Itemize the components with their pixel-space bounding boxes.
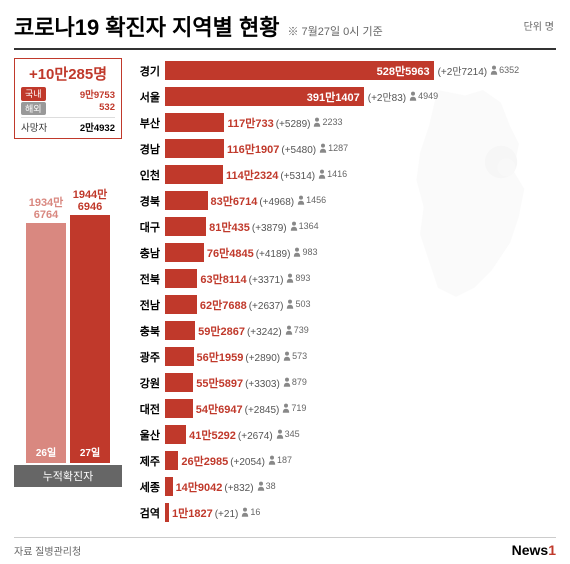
region-name: 강원 <box>130 375 160 391</box>
region-name: 대전 <box>130 401 160 417</box>
source-label: 자료 질병관리청 <box>14 543 81 558</box>
region-row: 경기528만5963(+2만7214)6352 <box>130 58 556 83</box>
region-row: 서울391만1407(+2만83)4949 <box>130 84 556 109</box>
region-row: 대구81만435(+3879)1364 <box>130 214 556 239</box>
region-bar <box>165 503 169 522</box>
logo: News1 <box>512 542 556 558</box>
region-name: 서울 <box>130 89 160 105</box>
region-bar <box>165 269 197 288</box>
cumulative-bar: 1944만694627일 <box>70 189 110 463</box>
region-bar <box>165 425 186 444</box>
region-bar: 391만1407 <box>165 87 364 106</box>
region-row: 대전54만6947(+2845)719 <box>130 396 556 421</box>
region-name: 부산 <box>130 115 160 131</box>
region-bar <box>165 191 208 210</box>
region-bar <box>165 217 206 236</box>
region-row: 세종14만9042(+832)38 <box>130 474 556 499</box>
region-row: 전북63만8114(+3371)893 <box>130 266 556 291</box>
region-bar <box>165 243 204 262</box>
domestic-value: 9만9753 <box>80 87 115 101</box>
domestic-badge: 국내 <box>21 87 46 101</box>
region-name: 전남 <box>130 297 160 313</box>
region-row: 검역1만1827(+21)16 <box>130 500 556 525</box>
region-name: 세종 <box>130 479 160 495</box>
overseas-badge: 해외 <box>21 102 46 115</box>
death-value: 2만4932 <box>80 120 115 134</box>
region-bar <box>165 139 224 158</box>
region-name: 인천 <box>130 167 160 183</box>
subtitle: ※ 7월27일 0시 기준 <box>287 23 382 39</box>
cumulative-title: 누적확진자 <box>14 465 122 487</box>
region-bar <box>165 477 173 496</box>
region-row: 전남62만7688(+2637)503 <box>130 292 556 317</box>
region-name: 대구 <box>130 219 160 235</box>
increase-box: +10만285명 국내 9만9753 해외 532 사망자 2만4932 <box>14 58 122 139</box>
region-name: 제주 <box>130 453 160 469</box>
region-row: 강원55만5897(+3303)879 <box>130 370 556 395</box>
increase-total: +10만285명 <box>21 63 115 84</box>
region-name: 경기 <box>130 63 160 79</box>
region-row: 울산41만5292(+2674)345 <box>130 422 556 447</box>
page-title: 코로나19 확진자 지역별 현황 <box>14 10 279 42</box>
region-name: 검역 <box>130 505 160 521</box>
region-bar <box>165 373 193 392</box>
region-bar <box>165 399 193 418</box>
region-bar: 528만5963 <box>165 61 434 80</box>
unit-label: 단위 명 <box>524 18 554 33</box>
region-name: 전북 <box>130 271 160 287</box>
region-bar <box>165 347 194 366</box>
region-name: 경남 <box>130 141 160 157</box>
cumulative-bar: 1934만676426일 <box>26 197 66 463</box>
region-row: 경남116만1907(+5480)1287 <box>130 136 556 161</box>
region-name: 충북 <box>130 323 160 339</box>
death-label: 사망자 <box>21 120 47 134</box>
region-bar <box>165 321 195 340</box>
region-row: 경북83만6714(+4968)1456 <box>130 188 556 213</box>
region-name: 경북 <box>130 193 160 209</box>
region-name: 광주 <box>130 349 160 365</box>
cumulative-chart: 1934만676426일1944만694627일 <box>14 153 122 463</box>
region-row: 부산117만733(+5289)2233 <box>130 110 556 135</box>
region-name: 충남 <box>130 245 160 261</box>
region-bar <box>165 451 178 470</box>
region-bar <box>165 165 223 184</box>
region-rows: 경기528만5963(+2만7214)6352서울391만1407(+2만83)… <box>130 58 556 525</box>
divider <box>14 48 556 50</box>
region-row: 제주26만2985(+2054)187 <box>130 448 556 473</box>
region-row: 충남76만4845(+4189)983 <box>130 240 556 265</box>
region-bar <box>165 113 224 132</box>
overseas-value: 532 <box>99 102 115 115</box>
region-row: 충북59만2867(+3242)739 <box>130 318 556 343</box>
region-bar <box>165 295 197 314</box>
region-row: 인천114만2324(+5314)1416 <box>130 162 556 187</box>
region-row: 광주56만1959(+2890)573 <box>130 344 556 369</box>
region-name: 울산 <box>130 427 160 443</box>
